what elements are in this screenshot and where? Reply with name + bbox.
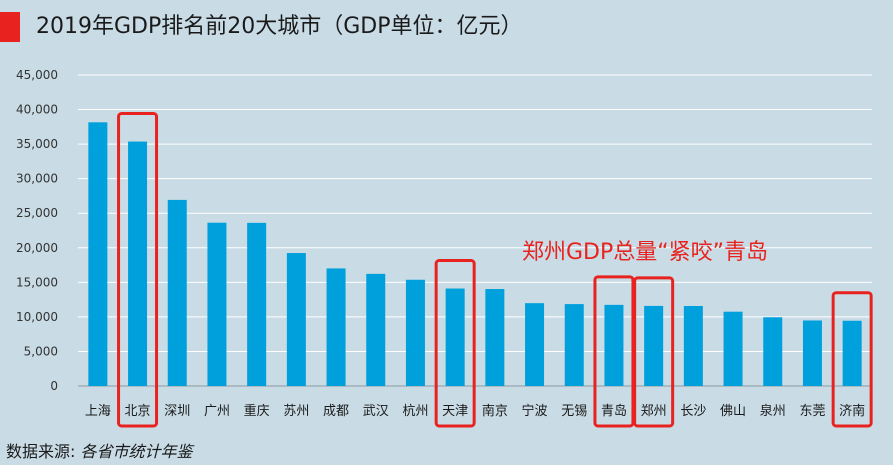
y-tick-label: 35,000 (16, 137, 58, 151)
bar-上海 (88, 122, 108, 387)
data-source: 数据来源: 各省市统计年鉴 (6, 438, 193, 462)
bar-天津 (445, 288, 465, 386)
x-axis: 上海 北京 深圳 广州 重庆 苏州 成都 武汉 杭州 天津 南京 宁波 无锡 青岛 郑州 长沙 佛山 泉州 东莞 济南 (85, 403, 865, 419)
x-tick-label: 南京 (482, 403, 508, 419)
y-tick-label: 10,000 (16, 310, 58, 324)
bars (88, 122, 862, 387)
bar-杭州 (405, 279, 425, 386)
highlight-box-天津 (434, 259, 476, 428)
y-tick-label: 15,000 (16, 275, 58, 289)
y-tick-label: 30,000 (16, 172, 58, 186)
y-tick-label: 5,000 (24, 344, 58, 358)
highlight-box-郑州 (633, 276, 675, 428)
x-tick-label: 长沙 (680, 404, 706, 419)
x-tick-label: 苏州 (283, 403, 309, 419)
bar-无锡 (564, 304, 584, 386)
chart-annotation: 郑州GDP总量“紧咬”青岛 (522, 240, 769, 265)
data-source-label: 数据来源: (6, 442, 76, 461)
page-title: 2019年GDP排名前20大城市（GDP单位：亿元） (36, 14, 523, 39)
x-tick-label: 重庆 (244, 403, 270, 419)
x-tick-label: 青岛 (601, 403, 627, 419)
title-accent-bar (0, 12, 20, 42)
bar-郑州 (644, 305, 664, 386)
bar-东莞 (802, 320, 822, 386)
x-tick-label: 北京 (125, 404, 151, 419)
x-tick-label: 深圳 (164, 404, 190, 419)
y-tick-label: 40,000 (16, 103, 58, 117)
x-tick-label: 佛山 (720, 404, 746, 419)
y-tick-label: 0 (50, 379, 58, 393)
data-source-name: 各省市统计年鉴 (80, 442, 193, 461)
bar-泉州 (763, 317, 783, 386)
y-tick-label: 45,000 (16, 68, 58, 82)
bar-重庆 (247, 222, 267, 386)
x-tick-label: 上海 (85, 404, 111, 419)
highlight-box-济南 (831, 291, 873, 428)
bar-长沙 (683, 306, 703, 386)
x-tick-label: 天津 (442, 404, 468, 419)
y-tick-label: 25,000 (16, 206, 58, 220)
x-tick-label: 郑州 (641, 404, 667, 419)
x-tick-label: 济南 (839, 403, 865, 419)
bar-成都 (326, 268, 346, 386)
bar-武汉 (366, 273, 386, 386)
y-tick-label: 20,000 (16, 241, 58, 255)
bar-苏州 (286, 253, 306, 386)
x-tick-label: 泉州 (760, 403, 786, 419)
highlight-boxes (117, 112, 873, 428)
highlight-box-北京 (117, 112, 159, 428)
bar-北京 (128, 141, 148, 386)
y-axis: 0 5,000 10,000 15,000 20,000 25,000 30,000 35,0… (16, 68, 58, 393)
x-tick-label: 无锡 (561, 404, 587, 419)
bar-南京 (485, 289, 505, 386)
bar-济南 (842, 320, 862, 386)
x-tick-label: 武汉 (363, 404, 389, 419)
bar-佛山 (723, 311, 743, 386)
x-tick-label: 东莞 (799, 404, 825, 419)
bar-深圳 (167, 199, 187, 386)
x-tick-label: 成都 (323, 404, 349, 419)
bar-青岛 (604, 304, 624, 386)
x-tick-label: 杭州 (402, 404, 428, 419)
x-tick-label: 宁波 (522, 403, 548, 419)
x-tick-label: 广州 (204, 404, 230, 419)
highlight-box-青岛 (593, 275, 635, 428)
bar-宁波 (525, 303, 545, 386)
bar-广州 (207, 222, 227, 386)
